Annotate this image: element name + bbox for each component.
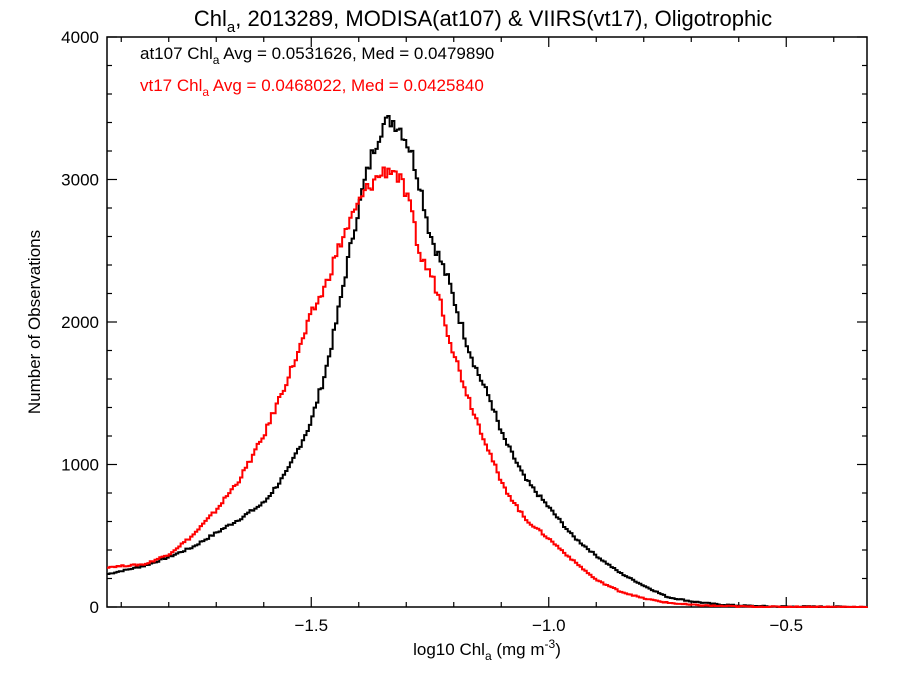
- axis-ticks: −1.5 −1.0 −0.5 0 1000 2000 3000 4000: [61, 28, 867, 635]
- x-axis-label: log10 Chla (mg m-3): [413, 637, 561, 663]
- series-line-at107: [107, 114, 868, 608]
- series-lines: [107, 114, 868, 608]
- x-tick-label: −1.0: [532, 616, 566, 635]
- y-tick-label: 4000: [61, 28, 99, 47]
- plot-area: −1.5 −1.0 −0.5 0 1000 2000 3000 4000: [61, 28, 868, 635]
- series-line-vt17: [107, 166, 868, 608]
- y-tick-label: 1000: [61, 456, 99, 475]
- chart-title: Chla, 2013289, MODISA(at107) & VIIRS(vt1…: [194, 6, 772, 36]
- y-tick-label: 2000: [61, 313, 99, 332]
- y-tick-label: 0: [90, 598, 99, 617]
- y-tick-label: 3000: [61, 171, 99, 190]
- annotation-vt17: vt17 Chla Avg = 0.0468022, Med = 0.04258…: [140, 76, 484, 99]
- x-tick-label: −1.5: [294, 616, 328, 635]
- x-tick-label: −0.5: [769, 616, 803, 635]
- plot-frame: [106, 36, 868, 608]
- annotation-at107: at107 Chla Avg = 0.0531626, Med = 0.0479…: [140, 44, 494, 67]
- y-axis-label: Number of Observations: [25, 230, 44, 414]
